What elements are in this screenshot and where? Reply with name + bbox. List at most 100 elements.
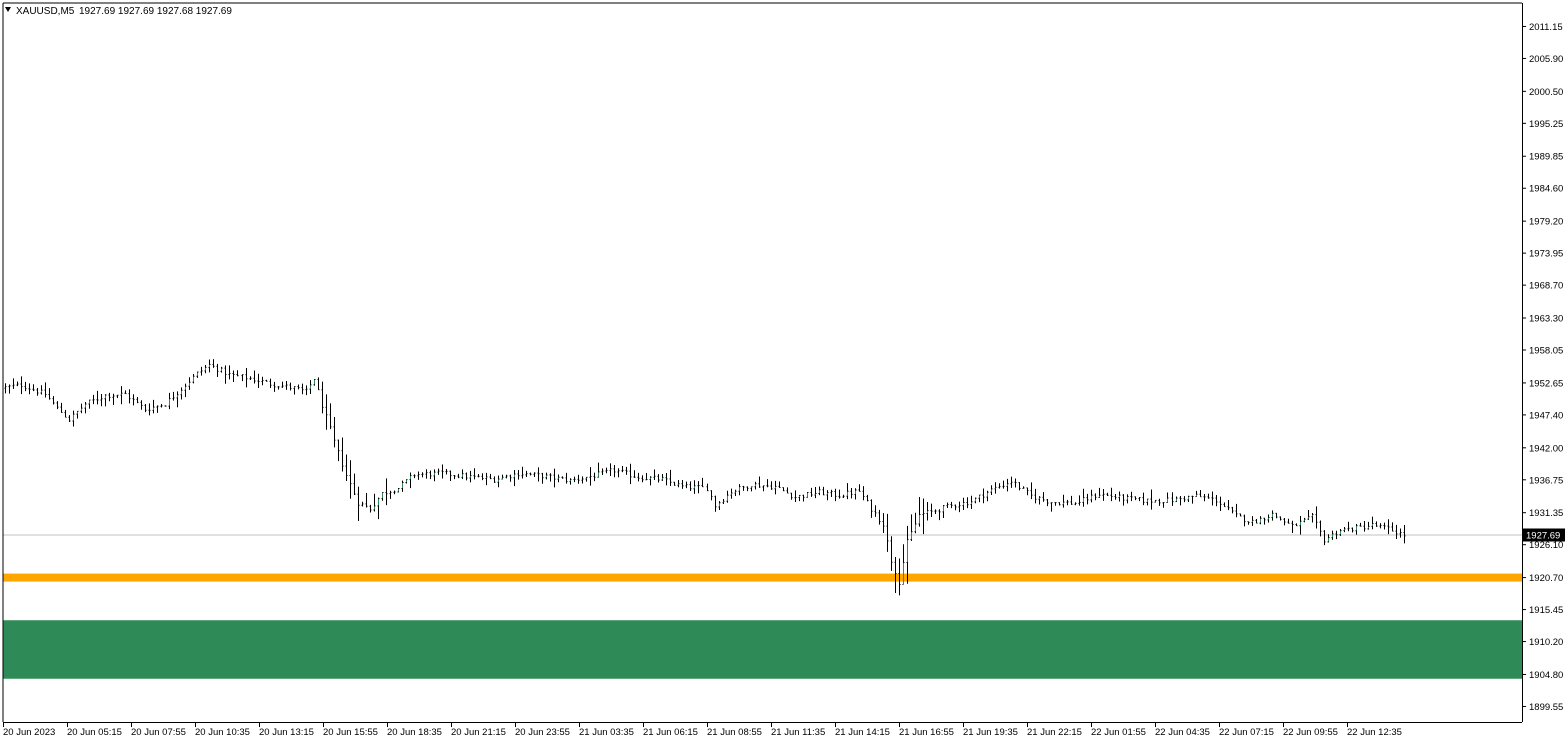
x-tick-label: 20 Jun 21:15 xyxy=(451,727,506,738)
candle xyxy=(365,493,368,508)
candle xyxy=(1223,502,1226,508)
candle xyxy=(1239,513,1242,517)
candle xyxy=(144,403,147,413)
candle xyxy=(265,379,268,382)
candle xyxy=(216,363,219,377)
candle xyxy=(1126,494,1129,504)
candle xyxy=(313,379,316,386)
candle xyxy=(1158,498,1161,506)
candle xyxy=(361,501,364,507)
candle xyxy=(1022,486,1025,489)
candle xyxy=(774,480,777,495)
candle xyxy=(629,463,632,485)
x-tick-label: 22 Jun 09:55 xyxy=(1283,727,1338,738)
candle xyxy=(730,488,733,499)
candle xyxy=(1134,496,1137,501)
candle xyxy=(1094,493,1097,501)
candle xyxy=(281,381,284,388)
candle xyxy=(958,501,961,513)
x-tick-label: 20 Jun 13:15 xyxy=(259,727,314,738)
candle xyxy=(858,484,861,492)
candle xyxy=(445,469,448,475)
candle xyxy=(369,504,372,513)
candle xyxy=(1211,491,1214,506)
candle xyxy=(906,525,909,584)
candle xyxy=(1006,478,1009,492)
candle xyxy=(1319,520,1322,537)
candle xyxy=(208,359,211,373)
candle xyxy=(990,485,993,496)
candle xyxy=(1335,530,1338,540)
candle xyxy=(974,497,977,504)
candle xyxy=(525,470,528,478)
x-tick-label: 21 Jun 11:35 xyxy=(771,727,825,738)
candle xyxy=(224,365,227,384)
candle xyxy=(441,464,444,479)
candle xyxy=(1106,492,1109,496)
candle xyxy=(36,388,39,396)
candle xyxy=(1263,517,1266,525)
dropdown-triangle-icon[interactable] xyxy=(5,7,11,12)
candle xyxy=(1311,513,1314,523)
candle xyxy=(605,467,608,474)
candle xyxy=(1315,506,1318,529)
candle xyxy=(377,497,380,520)
candle xyxy=(1227,500,1230,511)
candle xyxy=(12,378,15,389)
candle xyxy=(870,499,873,518)
candle xyxy=(305,385,308,396)
candle xyxy=(898,558,901,596)
y-tick-label: 1968.70 xyxy=(1529,281,1563,292)
candle xyxy=(1399,528,1402,538)
candle xyxy=(1235,503,1238,518)
candle xyxy=(232,370,235,383)
candle xyxy=(1066,499,1069,506)
candle xyxy=(750,486,753,492)
candle xyxy=(1146,498,1149,506)
candle xyxy=(1351,527,1354,533)
candle xyxy=(1030,482,1033,500)
candle xyxy=(273,381,276,392)
candle xyxy=(1018,482,1021,491)
candle xyxy=(746,486,749,492)
y-tick-label: 1899.55 xyxy=(1529,702,1563,713)
candle xyxy=(1387,519,1390,535)
candle xyxy=(978,494,981,503)
candle xyxy=(942,505,945,519)
candle xyxy=(946,502,949,509)
candle xyxy=(92,394,95,405)
candle xyxy=(489,473,492,480)
candle xyxy=(68,415,71,423)
candle xyxy=(902,544,905,586)
candle xyxy=(685,481,688,489)
candle xyxy=(1215,495,1218,507)
candle xyxy=(1219,496,1222,511)
candle xyxy=(353,473,356,495)
current-price-label: 1927.69 xyxy=(1526,530,1560,541)
demand-zone[interactable] xyxy=(3,620,1522,679)
candle xyxy=(124,390,127,395)
candle xyxy=(529,472,532,476)
candle xyxy=(1154,499,1157,503)
candle xyxy=(549,473,552,482)
candle xyxy=(1078,495,1081,506)
candle xyxy=(425,469,428,479)
candle xyxy=(20,376,23,395)
y-tick-label: 1979.20 xyxy=(1529,217,1563,228)
x-tick-label: 21 Jun 22:15 xyxy=(1027,727,1082,738)
candle xyxy=(204,364,207,374)
candle xyxy=(625,466,628,475)
x-tick-label: 20 Jun 2023 xyxy=(3,727,55,738)
candle xyxy=(806,491,809,498)
symbol-label: XAUUSD,M5 xyxy=(16,6,75,17)
candle xyxy=(890,536,893,571)
candle xyxy=(116,394,119,398)
candle xyxy=(1331,530,1334,540)
candle xyxy=(794,490,797,502)
candle xyxy=(469,470,472,483)
candle xyxy=(1042,492,1045,502)
support-line[interactable] xyxy=(3,573,1522,582)
